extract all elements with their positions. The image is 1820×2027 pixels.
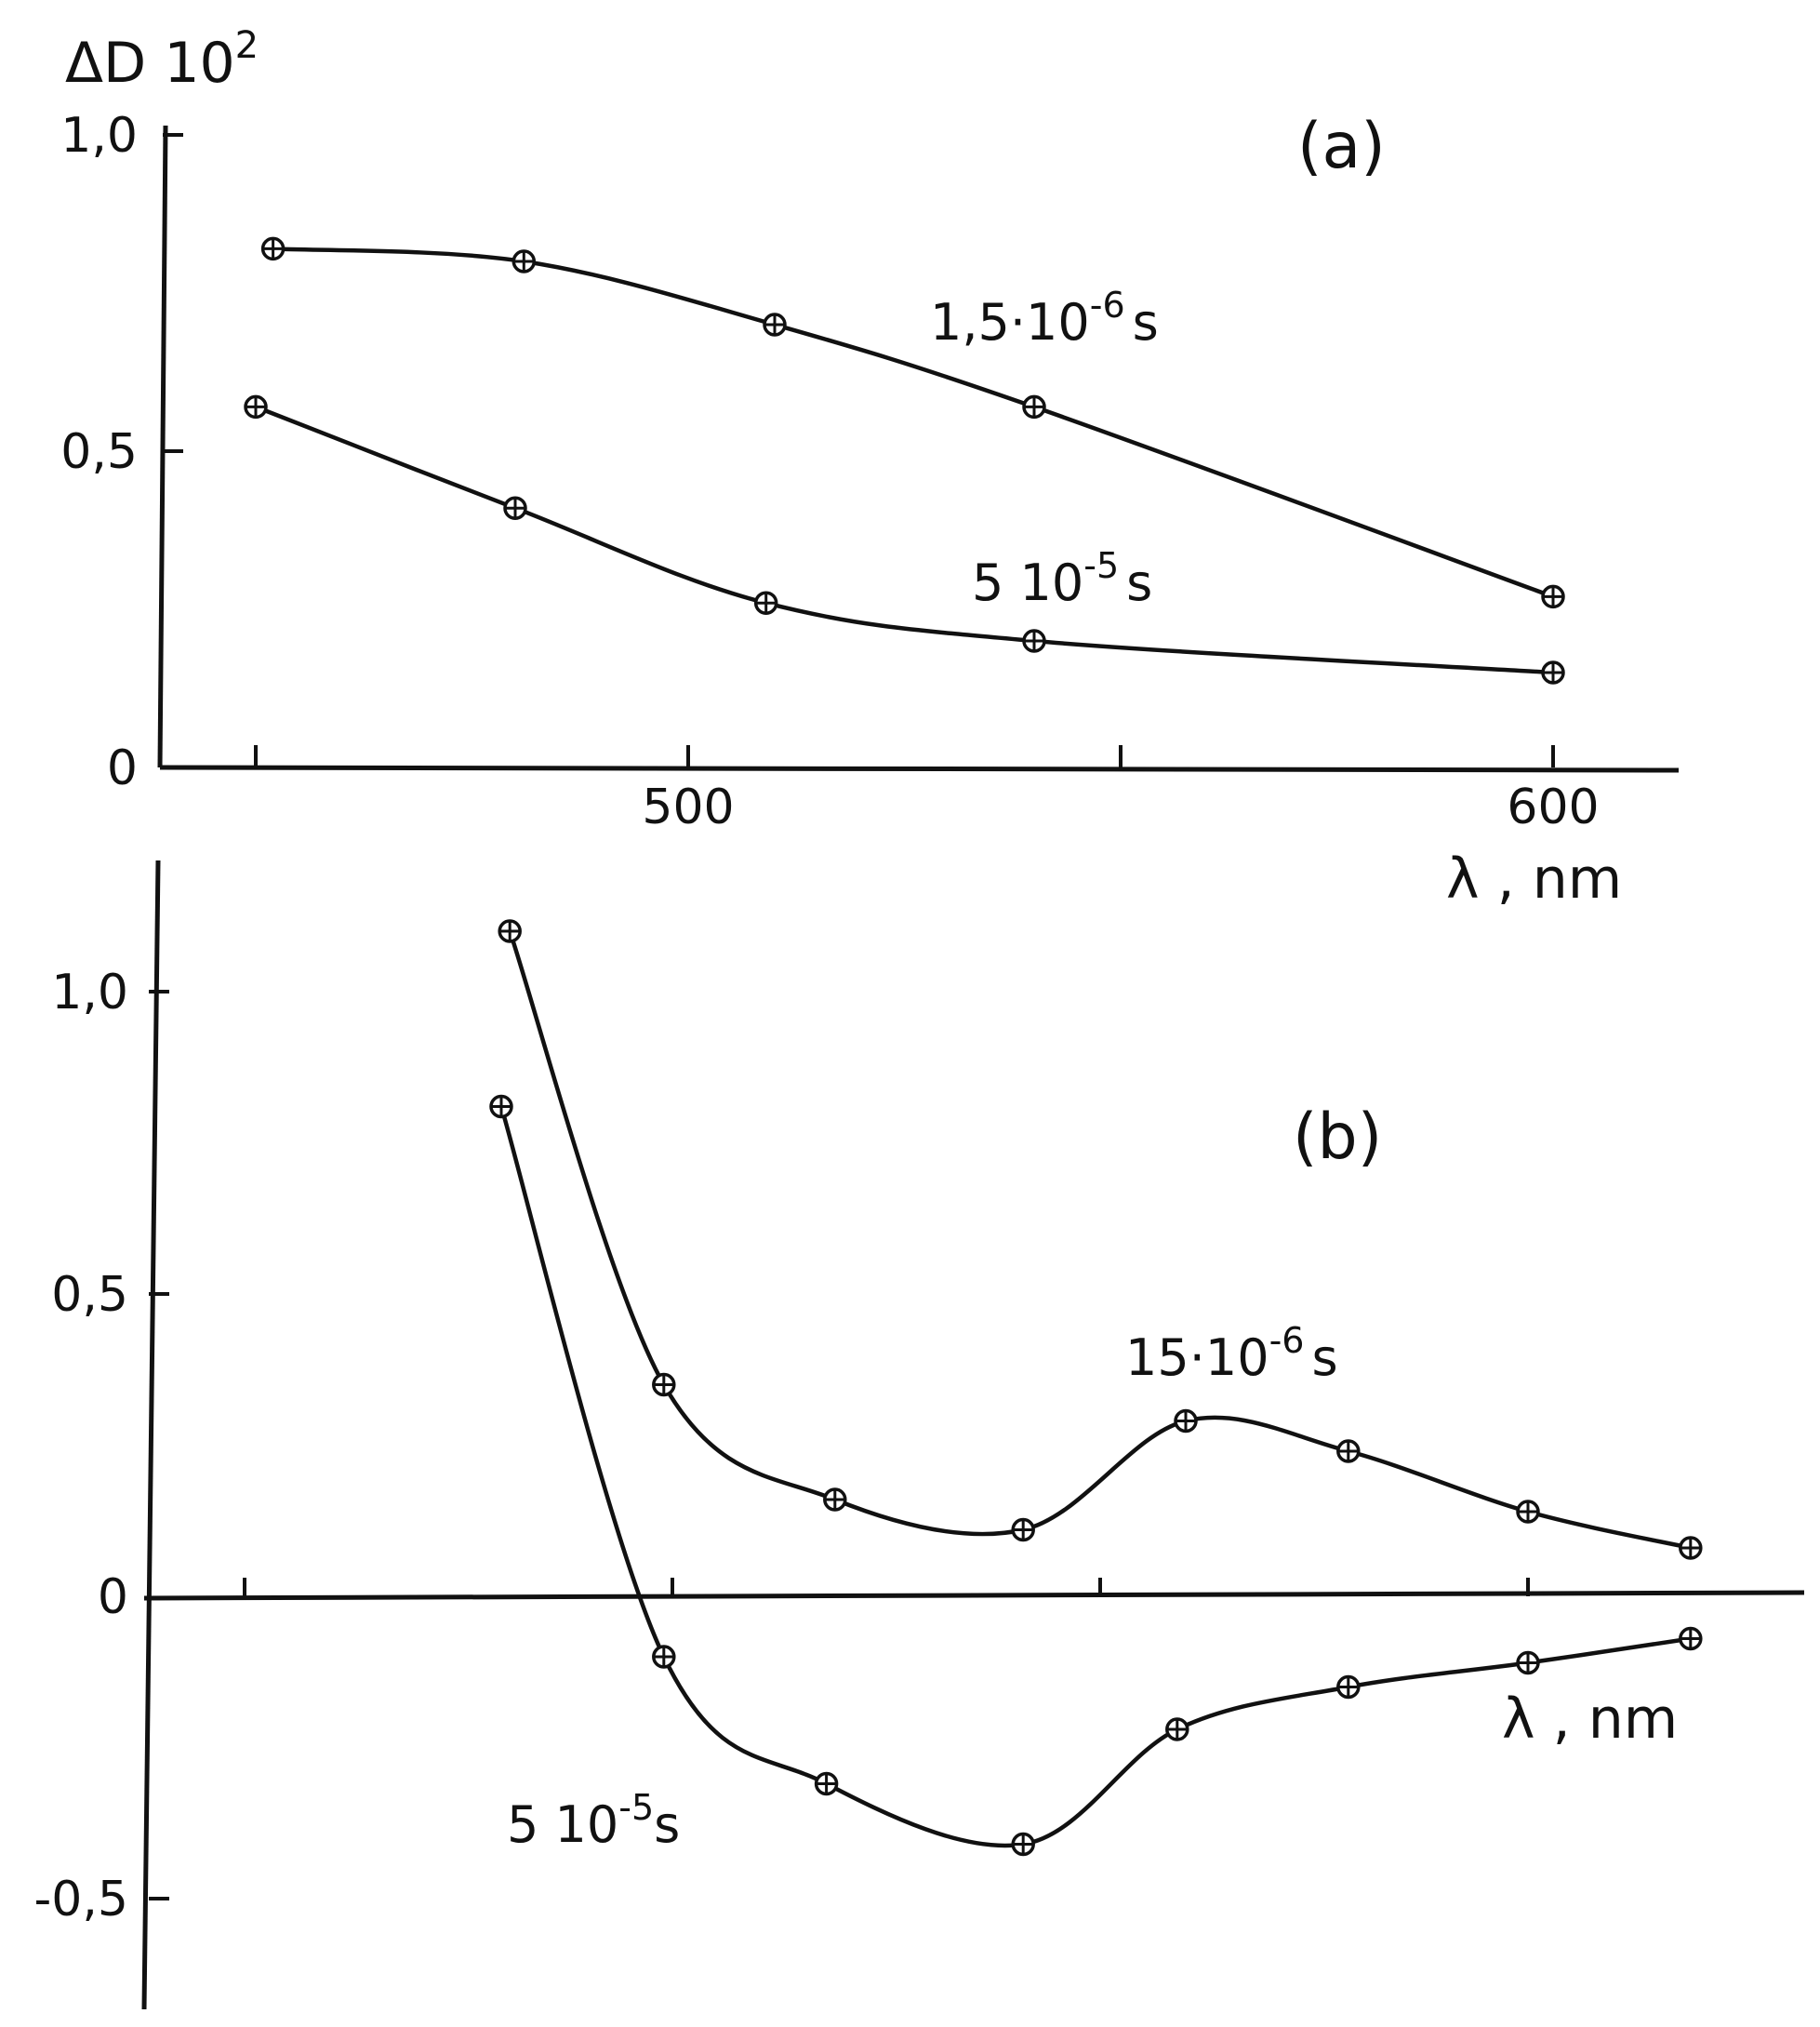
panel-a-series-2-point [244, 394, 268, 420]
panel-a-x-tick-label: 600 [1507, 780, 1599, 835]
panel-b-series-1-line [508, 930, 1692, 1551]
panel-a-series-1-point [1022, 394, 1046, 420]
panel-b-series-label-1: 15·10-6 s [1125, 1320, 1338, 1387]
panel-b-series-1-point [1679, 1536, 1703, 1560]
panel-a-series-1-point [1541, 584, 1565, 609]
panel-a-curves [255, 247, 1554, 675]
panel-a-series-1-point [511, 249, 537, 273]
panel-b-y-tick-label: 1,0 [51, 965, 128, 1020]
panel-b-series-2-point [1165, 1717, 1189, 1741]
panel-b-series-2-point [814, 1771, 839, 1796]
panel-a-label: (a) [1297, 110, 1386, 183]
panel-b-x-axis-title: λ , nm [1502, 1687, 1678, 1752]
panel-a-x-axis [159, 765, 1680, 773]
panel-b-series-1-point [1516, 1500, 1540, 1524]
panel-b-series-1-point [498, 919, 522, 943]
panel-a-series-1-point [260, 236, 286, 261]
panel-b-y-tick-label: 0 [98, 1569, 128, 1625]
panel-a-series-2-point [1541, 660, 1565, 685]
panel-b-markers [489, 919, 1703, 1857]
panel-b-tick-labels: -0,5 0 0,5 1,0 [34, 965, 128, 1927]
panel-b-label: (b) [1293, 1100, 1382, 1174]
panel-b-series-2-point [1679, 1626, 1703, 1651]
panel-a-series-label-1: 1,5·10-6 s [930, 285, 1159, 352]
panel-a-x-axis-title: λ , nm [1446, 847, 1622, 912]
panel-a-tick-labels: 500 600 0 0,5 1,0 [60, 108, 1599, 835]
panel-a-markers [244, 236, 1565, 685]
panel-a-ticks [163, 133, 1555, 767]
panel-b-series-2-point [1011, 1832, 1035, 1857]
panel-a-series-2-line [255, 405, 1554, 675]
panel-a-series-label-2: 5 10-5 s [972, 545, 1152, 612]
panel-b-zero-line [143, 1590, 1805, 1601]
panel-a-series-2-point [753, 591, 778, 615]
panel-b-series-label-2: 5 10-5s [507, 1787, 680, 1854]
panel-b-ticks [149, 990, 1530, 1900]
panel-b-y-tick-label: 0,5 [51, 1267, 128, 1323]
panel-b: -0,5 0 0,5 1,0 (b) λ , nm 15·10-6 s 5 10-5s [34, 860, 1805, 2010]
panel-b-series-2-point [652, 1645, 676, 1669]
panel-a-y-axis [157, 125, 168, 768]
panel-b-series-1-point [823, 1487, 847, 1512]
panel-a: 500 600 0 0,5 1,0 ΔD 102 (a) λ , nm 1,5·10-6… [60, 24, 1680, 912]
panel-a-series-2-point [1022, 629, 1046, 653]
panel-b-series-2-point [489, 1094, 513, 1119]
panel-b-y-tick-label: -0,5 [34, 1872, 128, 1927]
panel-a-y-tick-label: 0,5 [60, 424, 138, 480]
panel-a-series-1-point [763, 313, 787, 337]
panel-b-series-2-point [1336, 1674, 1361, 1700]
panel-b-series-1-point [1336, 1439, 1361, 1463]
panel-a-y-axis-title: ΔD 102 [65, 24, 259, 96]
panel-b-series-1-point [1011, 1517, 1035, 1542]
panel-a-series-1-line [272, 247, 1554, 599]
panel-a-series-2-point [503, 496, 527, 520]
panel-b-series-1-point [652, 1372, 676, 1397]
panel-b-series-2-point [1516, 1650, 1540, 1675]
panel-a-y-tick-label: 1,0 [60, 108, 138, 164]
panel-b-y-axis [141, 860, 161, 2010]
panel-a-x-tick-label: 500 [642, 780, 734, 835]
panel-a-y-tick-label: 0 [107, 740, 138, 796]
panel-b-series-1-point [1174, 1408, 1198, 1434]
